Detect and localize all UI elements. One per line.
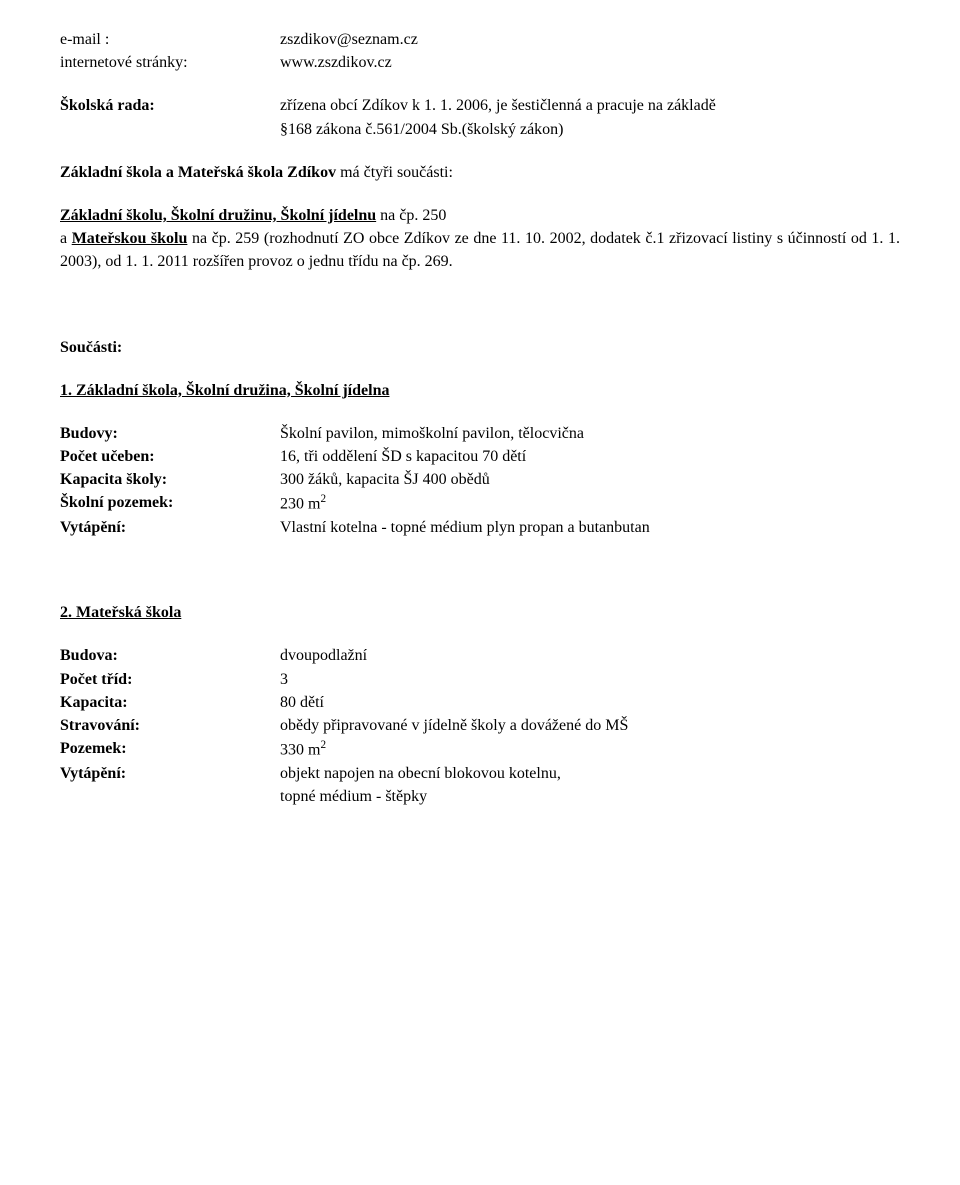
- s2-trid-value: 3: [280, 668, 900, 691]
- skolska-rada-line1: zřízena obcí Zdíkov k 1. 1. 2006, je šes…: [280, 94, 900, 117]
- s1-budovy-value: Školní pavilon, mimoškolní pavilon, tělo…: [280, 422, 900, 445]
- body-bold1: Základní školu, Školní družinu, Školní j…: [60, 207, 376, 224]
- s1-pozemek-value: 230 m2: [280, 491, 900, 516]
- email-label: e-mail :: [60, 28, 280, 51]
- s1-budovy-label: Budovy:: [60, 422, 280, 445]
- contact-email-row: e-mail : zszdikov@seznam.cz: [60, 28, 900, 51]
- s1-pozemek-label: Školní pozemek:: [60, 491, 280, 516]
- s2-strav-label: Stravování:: [60, 714, 280, 737]
- s1-kapacita-value: 300 žáků, kapacita ŠJ 400 obědů: [280, 468, 900, 491]
- s1-vytapeni-value: Vlastní kotelna - topné médium plyn prop…: [280, 516, 900, 539]
- contact-web-row: internetové stránky: www.zszdikov.cz: [60, 51, 900, 74]
- skolska-rada-row: Školská rada: zřízena obcí Zdíkov k 1. 1…: [60, 94, 900, 117]
- s2-vytapeni-value: objekt napojen na obecní blokovou koteln…: [280, 762, 900, 808]
- s2-trid-label: Počet tříd:: [60, 668, 280, 691]
- s2-vytapeni-label: Vytápění:: [60, 762, 280, 808]
- intro-bold: Základní škola a Mateřská škola Zdíkov: [60, 164, 336, 181]
- web-label: internetové stránky:: [60, 51, 280, 74]
- soucasti-intro: Základní škola a Mateřská škola Zdíkov m…: [60, 161, 900, 184]
- s1-kapacita-label: Kapacita školy:: [60, 468, 280, 491]
- s2-budova-value: dvoupodlažní: [280, 644, 900, 667]
- section1-table: Budovy: Školní pavilon, mimoškolní pavil…: [60, 422, 900, 539]
- skolska-rada-label: Školská rada:: [60, 94, 280, 117]
- body-plain1: na čp. 250: [376, 207, 446, 224]
- s1-pozemek-exp: 2: [320, 493, 326, 505]
- web-value: www.zszdikov.cz: [280, 51, 900, 74]
- s1-pozemek-num: 230 m: [280, 496, 320, 513]
- s2-strav-value: obědy připravované v jídelně školy a dov…: [280, 714, 900, 737]
- s2-pozemek-num: 330 m: [280, 741, 320, 758]
- s2-kapacita-value: 80 dětí: [280, 691, 900, 714]
- s2-kapacita-label: Kapacita:: [60, 691, 280, 714]
- s2-pozemek-label: Pozemek:: [60, 737, 280, 762]
- s2-budova-label: Budova:: [60, 644, 280, 667]
- section1-heading: 1. Základní škola, Školní družina, Školn…: [60, 379, 900, 402]
- s1-vytapeni-label: Vytápění:: [60, 516, 280, 539]
- soucasti-heading: Součásti:: [60, 336, 900, 359]
- skolska-rada-line2: §168 zákona č.561/2004 Sb.(školský zákon…: [280, 118, 900, 141]
- soucasti-body: Základní školu, Školní družinu, Školní j…: [60, 204, 900, 274]
- s2-pozemek-value: 330 m2: [280, 737, 900, 762]
- section2-table: Budova: dvoupodlažní Počet tříd: 3 Kapac…: [60, 644, 900, 808]
- s2-vytapeni-v2: topné médium - štěpky: [280, 788, 427, 805]
- s2-vytapeni-v1: objekt napojen na obecní blokovou koteln…: [280, 765, 561, 782]
- s1-uceben-label: Počet učeben:: [60, 445, 280, 468]
- s2-pozemek-exp: 2: [320, 739, 326, 751]
- intro-rest: má čtyři součásti:: [336, 164, 453, 181]
- email-value: zszdikov@seznam.cz: [280, 28, 900, 51]
- s1-uceben-value: 16, tři oddělení ŠD s kapacitou 70 dětí: [280, 445, 900, 468]
- body-bold2: Mateřskou školu: [72, 230, 188, 247]
- body-prefix-a: a: [60, 230, 72, 247]
- section2-heading: 2. Mateřská škola: [60, 601, 900, 624]
